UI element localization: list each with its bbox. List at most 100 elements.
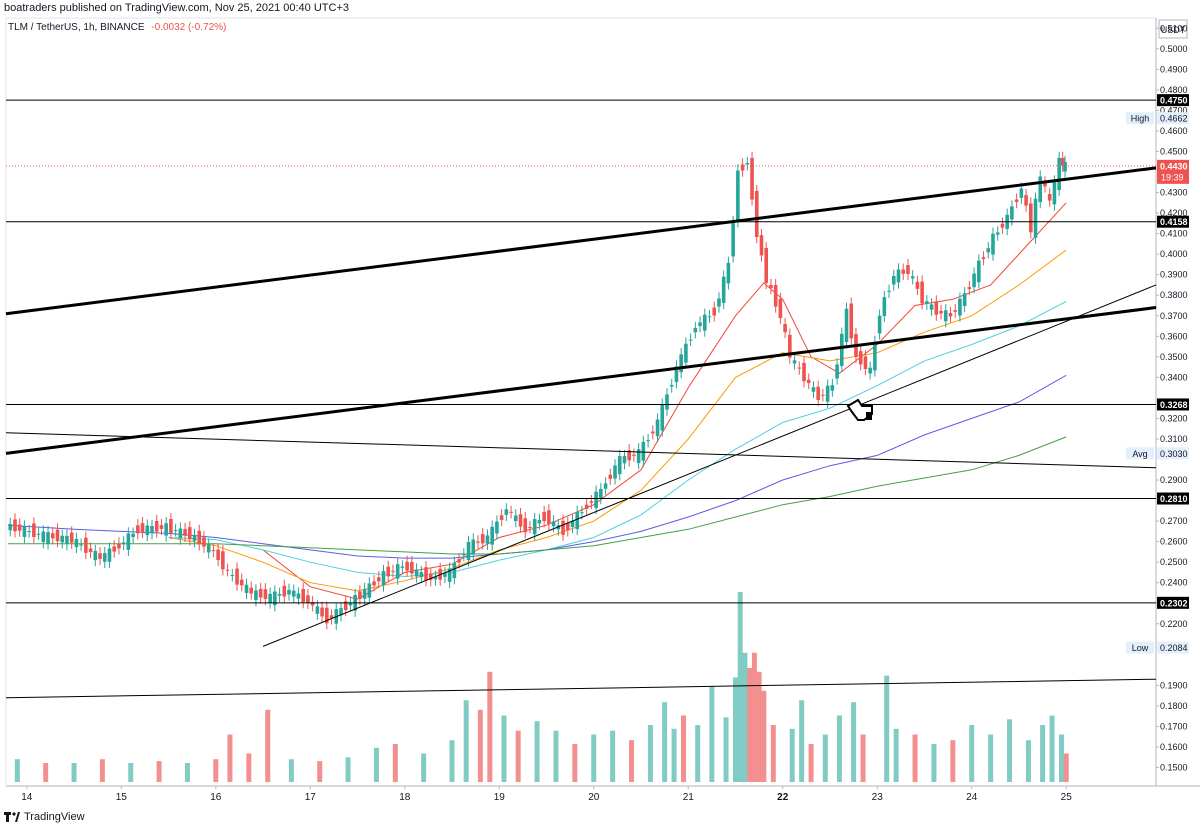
candle-body	[164, 523, 168, 536]
candle-body	[835, 364, 839, 379]
candle-body	[806, 379, 811, 384]
price-tick-label: 0.2700	[1160, 516, 1188, 526]
volume-bar	[501, 715, 507, 782]
candle-body	[934, 301, 939, 315]
volume-bar	[487, 671, 493, 782]
candle-body	[925, 301, 929, 304]
volume-bar	[836, 715, 842, 782]
candle-body	[1057, 157, 1061, 191]
candle-body	[131, 533, 135, 537]
price-change: -0.0032 (-0.72%)	[151, 22, 227, 33]
volume-bar	[1049, 715, 1055, 782]
volume-bar	[822, 734, 828, 782]
volume-bar	[99, 759, 105, 782]
volume-bar	[742, 652, 748, 782]
volume-bar	[1040, 725, 1046, 782]
candle-body	[863, 356, 868, 369]
candle-body	[121, 542, 126, 545]
candle-body	[419, 572, 424, 578]
candle-body	[145, 525, 150, 536]
candle-body	[187, 527, 192, 540]
volume-bar	[695, 725, 701, 782]
trendline[interactable]	[262, 284, 1157, 647]
candle-body	[239, 579, 244, 586]
trendline[interactable]	[5, 166, 1157, 316]
candle-body	[339, 608, 343, 616]
candle-body	[93, 550, 98, 561]
volume-bar	[265, 709, 271, 782]
candle-body	[65, 535, 69, 545]
volume-bar	[71, 763, 77, 782]
candle-body	[943, 310, 948, 322]
candle-body	[962, 293, 967, 307]
candle-body	[641, 441, 646, 461]
candle-body	[466, 541, 471, 561]
candle-body	[754, 190, 759, 237]
candle-body	[98, 553, 102, 559]
trendline[interactable]	[5, 306, 1157, 455]
candle-body	[589, 501, 594, 503]
candle-body	[929, 304, 934, 310]
volume-bar	[647, 725, 653, 782]
candle-body	[528, 527, 532, 529]
candle-body	[1028, 203, 1033, 233]
candle-body	[410, 562, 414, 574]
price-tick-label: 0.5100	[1160, 23, 1188, 33]
candle-body	[197, 530, 202, 545]
candle-body	[887, 290, 891, 292]
volume-bar	[373, 747, 379, 782]
candle-body	[329, 615, 334, 619]
candle-body	[617, 456, 622, 475]
candle-body	[433, 576, 438, 580]
high-value-box	[1157, 112, 1189, 125]
moving-average-line	[168, 249, 1067, 592]
price-tick-label: 0.4100	[1160, 229, 1188, 239]
volume-bar	[392, 744, 398, 782]
high-label: High	[1131, 114, 1150, 124]
candle-body	[362, 589, 367, 599]
footer-brand: TradingView	[24, 811, 85, 823]
candle-body	[320, 607, 324, 617]
candle-body	[981, 257, 986, 260]
candle-body	[731, 222, 735, 257]
candle-body	[825, 385, 830, 402]
candle-body	[395, 564, 400, 579]
time-axis[interactable]: 14 15 16 17 18 19 20 21 22 23 24 25	[21, 786, 1072, 803]
volume-bar	[246, 753, 252, 782]
volume-bar	[43, 763, 49, 782]
candle-body	[665, 394, 669, 410]
candle-body	[301, 589, 305, 603]
candle-body	[136, 525, 140, 534]
price-tick-label: 0.3100	[1160, 434, 1188, 444]
candle-body	[485, 535, 490, 544]
candle-body	[622, 456, 627, 464]
trendline[interactable]	[5, 678, 1157, 699]
candle-body	[424, 567, 428, 581]
candle-body	[296, 593, 301, 599]
candle-body	[211, 550, 216, 552]
candle-body	[291, 590, 296, 597]
price-tick-label: 0.1800	[1160, 701, 1188, 711]
candle-body	[802, 362, 806, 382]
trendline[interactable]	[5, 432, 1157, 469]
symbol-name[interactable]: TLM / TetherUS, 1h, BINANCE	[8, 22, 145, 33]
candle-body	[948, 313, 953, 317]
candle-body	[570, 520, 575, 527]
candle-body	[783, 323, 787, 333]
publish-header: boatraders published on TradingView.com,…	[4, 2, 349, 14]
level-price-badge-text: 0.3268	[1160, 400, 1188, 410]
candle-body	[117, 543, 121, 549]
candle-body	[958, 298, 962, 316]
price-tick-label: 0.1900	[1160, 680, 1188, 690]
volume-bar	[534, 721, 540, 782]
candle-body	[159, 525, 164, 529]
volume-bar	[1007, 719, 1013, 782]
volume-bar	[884, 675, 890, 782]
candle-body	[707, 316, 712, 318]
candle-body	[457, 559, 461, 563]
price-axis[interactable]: 0.5100 0.5000 0.4900 0.4800 0.4700 0.4600 0.45…	[1156, 23, 1188, 773]
price-tick-label: 0.3600	[1160, 331, 1188, 341]
candle-body	[702, 314, 707, 331]
level-price-badge	[1157, 398, 1189, 411]
